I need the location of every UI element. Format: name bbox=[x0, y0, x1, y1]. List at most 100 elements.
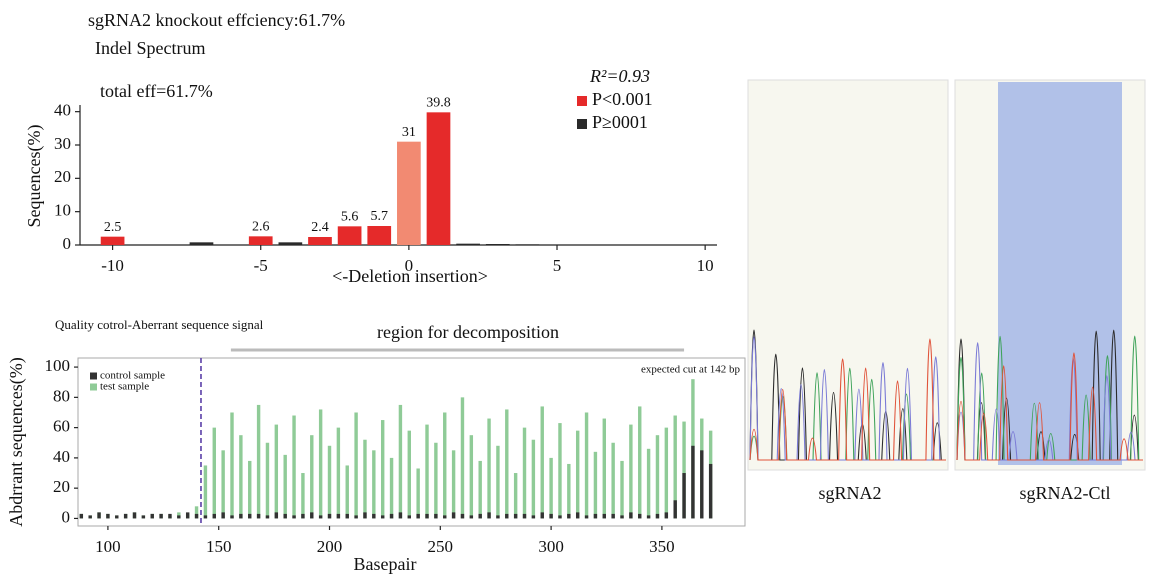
signal-bar bbox=[567, 464, 570, 518]
bar bbox=[516, 244, 540, 245]
signal-bar bbox=[523, 428, 526, 519]
signal-bar bbox=[665, 512, 668, 518]
bar bbox=[249, 236, 273, 245]
signal-bar bbox=[603, 419, 606, 519]
signal-bar bbox=[443, 412, 446, 518]
signal-bar bbox=[301, 473, 304, 518]
legend-swatch bbox=[90, 384, 97, 391]
x-tick-label: 100 bbox=[95, 537, 121, 556]
signal-bar bbox=[354, 515, 357, 518]
signal-bar bbox=[337, 428, 340, 519]
highlight-region bbox=[998, 82, 1122, 465]
signal-bar bbox=[558, 423, 561, 518]
signal-bar bbox=[213, 428, 216, 519]
signal-bar bbox=[425, 514, 428, 519]
signal-bar bbox=[478, 514, 481, 519]
legend-label: P<0.001 bbox=[592, 89, 653, 109]
signal-bar bbox=[310, 435, 313, 518]
chart-title: sgRNA2 knockout effciency:61.7% bbox=[88, 10, 345, 30]
y-axis-label: Sequences(%) bbox=[24, 125, 45, 228]
signal-bar bbox=[186, 512, 189, 518]
signal-bar bbox=[257, 405, 260, 519]
signal-bar bbox=[620, 515, 623, 518]
signal-bar bbox=[532, 440, 535, 519]
signal-bar bbox=[346, 514, 349, 519]
signal-bar bbox=[399, 512, 402, 518]
signal-bar bbox=[416, 514, 419, 519]
panel-label: sgRNA2 bbox=[818, 483, 881, 503]
signal-bar bbox=[665, 428, 668, 519]
r2-label: R²=0.93 bbox=[589, 66, 650, 86]
x-tick-label: 0 bbox=[405, 256, 414, 275]
signal-bar bbox=[594, 514, 597, 519]
x-tick-label: -5 bbox=[254, 256, 268, 275]
signal-bar bbox=[372, 514, 375, 519]
signal-bar bbox=[611, 514, 614, 519]
signal-bar bbox=[275, 512, 278, 518]
data-label: 2.6 bbox=[252, 220, 270, 235]
x-tick-label: 200 bbox=[317, 537, 343, 556]
signal-bar bbox=[328, 446, 331, 519]
signal-bar bbox=[541, 512, 544, 518]
signal-bar bbox=[647, 515, 650, 518]
signal-bar bbox=[487, 419, 490, 519]
plot-frame bbox=[78, 358, 745, 526]
signal-bar bbox=[709, 464, 712, 518]
legend-label: P≥0001 bbox=[592, 112, 648, 132]
signal-bar bbox=[195, 514, 198, 519]
x-tick-label: 10 bbox=[697, 256, 714, 275]
data-label: 31 bbox=[402, 125, 416, 140]
signal-bar bbox=[124, 514, 127, 519]
signal-bar bbox=[576, 431, 579, 519]
signal-bar bbox=[301, 514, 304, 519]
bar bbox=[397, 142, 421, 245]
signal-bar bbox=[656, 435, 659, 518]
signal-bar bbox=[204, 465, 207, 518]
signal-bar bbox=[691, 446, 694, 519]
signal-bar bbox=[461, 397, 464, 518]
data-label: 39.8 bbox=[426, 96, 451, 111]
signal-bar bbox=[505, 514, 508, 519]
bar bbox=[190, 242, 214, 245]
signal-bar bbox=[292, 515, 295, 518]
signal-bar bbox=[558, 515, 561, 518]
signal-bar bbox=[319, 409, 322, 518]
signal-bar bbox=[221, 450, 224, 518]
signal-bar bbox=[239, 435, 242, 518]
signal-bar bbox=[629, 512, 632, 518]
signal-bar bbox=[80, 514, 83, 519]
bar bbox=[279, 242, 303, 245]
y-tick-label: 0 bbox=[63, 234, 72, 253]
signal-bar bbox=[168, 514, 171, 519]
signal-bar bbox=[673, 500, 676, 518]
y-tick-label: 20 bbox=[54, 167, 71, 186]
y-tick-label: 40 bbox=[53, 447, 70, 466]
region-label: region for decomposition bbox=[377, 322, 559, 342]
signal-bar bbox=[682, 473, 685, 518]
data-label: 2.4 bbox=[311, 220, 329, 235]
panel-label: sgRNA2-Ctl bbox=[1019, 483, 1110, 503]
signal-bar bbox=[496, 515, 499, 518]
y-tick-label: 40 bbox=[54, 101, 71, 120]
y-tick-label: 80 bbox=[53, 386, 70, 405]
signal-bar bbox=[594, 452, 597, 519]
legend-swatch bbox=[577, 96, 587, 106]
bar bbox=[308, 237, 332, 245]
signal-bar bbox=[266, 515, 269, 518]
signal-bar bbox=[647, 449, 650, 519]
signal-bar bbox=[319, 515, 322, 518]
y-tick-label: 30 bbox=[54, 134, 71, 153]
signal-bar bbox=[213, 514, 216, 519]
signal-bar bbox=[611, 443, 614, 519]
signal-bar bbox=[399, 405, 402, 519]
signal-bar bbox=[638, 514, 641, 519]
signal-bar bbox=[700, 450, 703, 518]
annotation: total eff=61.7% bbox=[100, 81, 213, 101]
signal-bar bbox=[443, 515, 446, 518]
signal-bar bbox=[363, 512, 366, 518]
signal-bar bbox=[221, 512, 224, 518]
signal-bar bbox=[354, 412, 357, 518]
signal-bar bbox=[328, 514, 331, 519]
signal-bar bbox=[416, 468, 419, 518]
signal-bar bbox=[248, 514, 251, 519]
